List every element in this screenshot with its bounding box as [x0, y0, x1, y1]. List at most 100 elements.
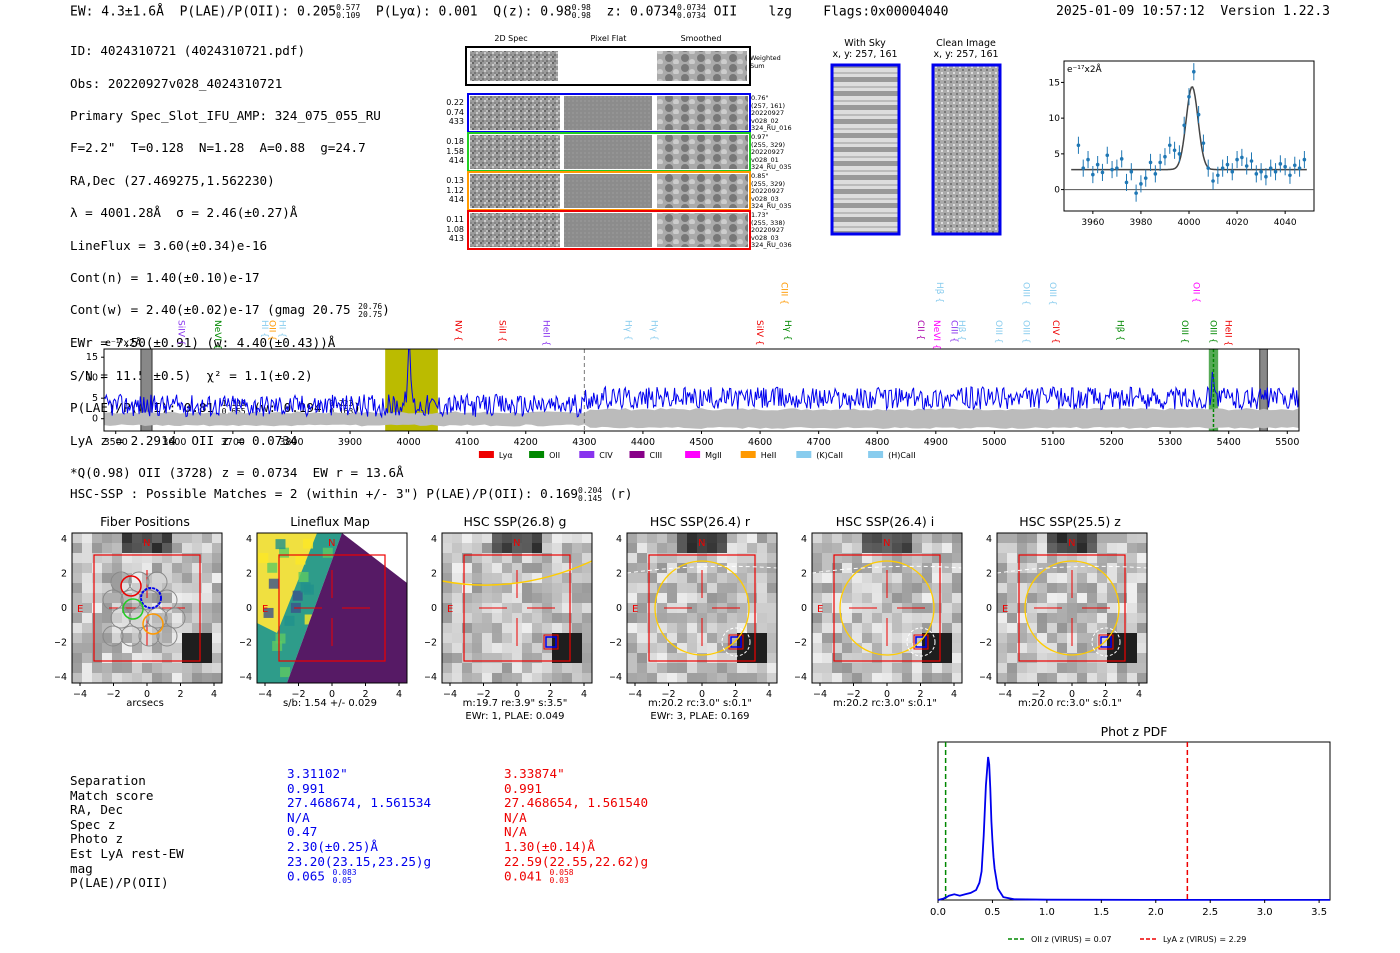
- panel-ytick: −2: [795, 638, 807, 649]
- pixel: [872, 573, 882, 583]
- info-radec: RA,Dec (27.469275,1.562230): [70, 172, 275, 188]
- panel-ytick: −4: [795, 672, 807, 683]
- pixel: [162, 543, 172, 553]
- pixel: [627, 613, 637, 623]
- pixel: [697, 553, 707, 563]
- pixel: [1087, 633, 1097, 643]
- pixel: [552, 533, 562, 543]
- pixel: [657, 583, 667, 593]
- line-label-text: OII {: [1190, 282, 1200, 303]
- pixel: [492, 593, 502, 603]
- pixel: [212, 543, 222, 553]
- cutout-row-stats: 0.13 1.12 414: [446, 176, 464, 204]
- pixel: [912, 583, 922, 593]
- cutout-grid: [465, 46, 751, 250]
- pixel: [1117, 673, 1127, 683]
- zoom-point: [1259, 169, 1263, 174]
- pixel: [1007, 543, 1017, 553]
- pixel: [182, 593, 192, 603]
- pixel: [182, 643, 192, 653]
- pixel: [442, 673, 452, 683]
- pixel: [1117, 563, 1127, 573]
- pdf-xtick-label: 2.5: [1202, 907, 1218, 918]
- pixel: [92, 563, 102, 573]
- full-ytick-label: 15: [86, 352, 98, 363]
- pixel: [572, 543, 582, 553]
- panel-xtick-label: 2: [1102, 689, 1108, 700]
- pixel: [462, 673, 472, 683]
- pixel: [1047, 553, 1057, 563]
- pixel: [997, 533, 1007, 543]
- pixel: [562, 553, 572, 563]
- panel-footer: s/b: 1.54 +/- 0.029: [282, 698, 378, 709]
- pixel: [582, 663, 592, 673]
- aperture-box: [93, 554, 201, 662]
- pixel: [552, 673, 562, 683]
- pixel: [562, 673, 572, 683]
- pixel: [667, 533, 677, 543]
- pixel: [1077, 563, 1087, 573]
- pixel: [737, 533, 747, 543]
- pixel: [1087, 623, 1097, 633]
- line-label-oii: OII {: [1190, 282, 1200, 303]
- pixel: [952, 593, 962, 603]
- pixel: [922, 653, 932, 663]
- pixel: [1017, 543, 1027, 553]
- pixel: [767, 663, 777, 673]
- pixel: [492, 613, 502, 623]
- pixel: [872, 563, 882, 573]
- pixel: [997, 663, 1007, 673]
- pixel: [902, 643, 912, 653]
- pixel: [902, 593, 912, 603]
- pixel: [862, 623, 872, 633]
- pixel: [1017, 563, 1027, 573]
- pixel: [882, 643, 892, 653]
- pixel: [737, 633, 747, 643]
- pixel: [812, 553, 822, 563]
- pixel: [822, 653, 832, 663]
- pixel: [192, 663, 202, 673]
- pixel: [122, 533, 132, 543]
- zoom-point: [1254, 172, 1259, 176]
- pixel: [747, 553, 757, 563]
- pixel: [932, 633, 942, 643]
- line-label-text: OIII {: [1047, 282, 1057, 306]
- lineflux-cell: [284, 615, 295, 626]
- panel-xtick-label: 2: [917, 689, 923, 700]
- east-label: E: [817, 604, 823, 615]
- panel-footer: m:19.7 re:3.9" s:3.5" EWr: 1, PLAE: 0.049: [462, 698, 568, 722]
- pixel: [472, 613, 482, 623]
- pixel: [822, 643, 832, 653]
- pixel: [717, 533, 727, 543]
- pixel: [932, 643, 942, 653]
- pixel: [1007, 573, 1017, 583]
- pixel: [122, 613, 132, 623]
- pixel: [1027, 623, 1037, 633]
- pixel: [132, 593, 142, 603]
- pixel: [842, 643, 852, 653]
- pixel: [1077, 533, 1087, 543]
- pixel: [572, 573, 582, 583]
- pixel: [182, 653, 192, 663]
- pixel: [942, 583, 952, 593]
- pixel: [82, 603, 92, 613]
- panel-title: HSC SSP(25.5) z: [1019, 514, 1121, 529]
- pixel: [717, 583, 727, 593]
- panel-ytick: −4: [240, 672, 252, 683]
- pixel: [582, 573, 592, 583]
- pixel: [202, 613, 212, 623]
- pixel: [1067, 603, 1077, 613]
- pixel: [532, 653, 542, 663]
- image-panel-2: N E 4 2 0 −2 −4 −4 −2 0 2 4: [425, 532, 593, 700]
- panel-xtick-label: −2: [106, 689, 120, 700]
- zoom-point: [1134, 191, 1138, 195]
- pixel: [892, 573, 902, 583]
- cutout-pixelflat: [564, 213, 652, 247]
- pixel: [882, 673, 892, 683]
- pixel: [677, 593, 687, 603]
- pixel: [727, 613, 737, 623]
- pixel: [892, 673, 902, 683]
- panel-xtick-label: 0: [514, 689, 520, 700]
- zoom-point: [1230, 169, 1235, 174]
- line-label-heii: HeII {: [540, 320, 550, 346]
